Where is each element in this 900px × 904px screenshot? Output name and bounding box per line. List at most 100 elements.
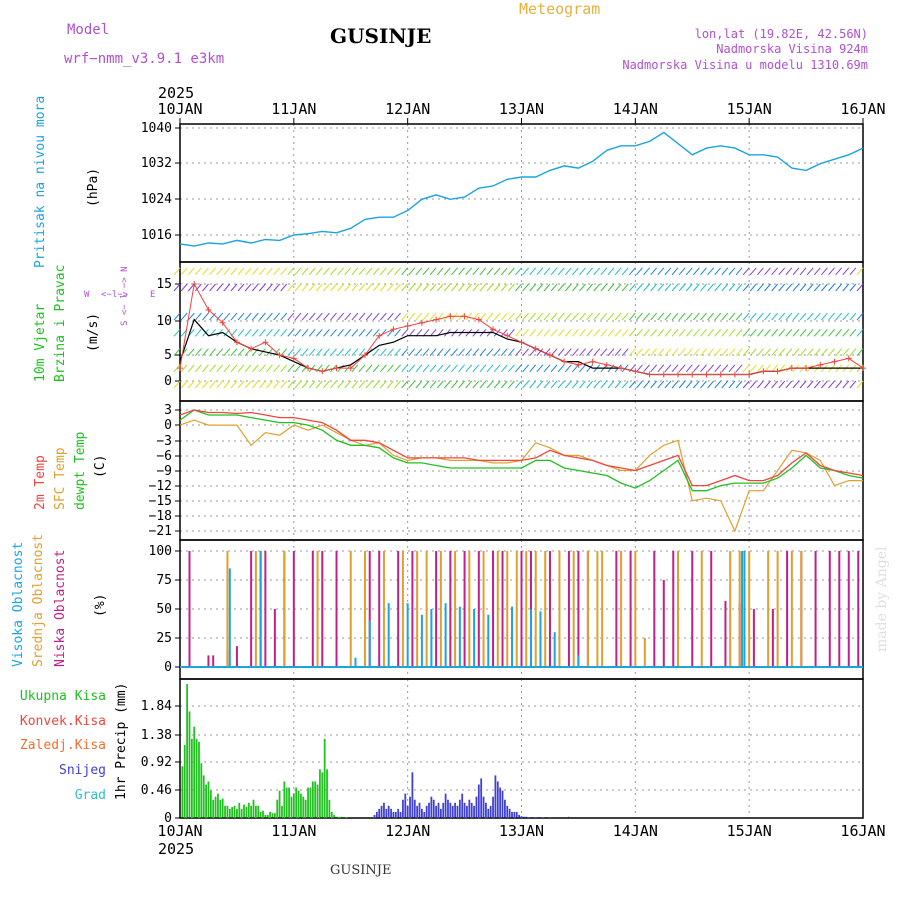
wind-barb [244, 267, 252, 276]
wind-barb [714, 364, 722, 373]
wind-barb [479, 348, 487, 356]
wind-barb [308, 283, 316, 292]
y-tick-label: −15 [149, 494, 172, 509]
wind-barb [671, 312, 679, 321]
precip-snow-bar [518, 814, 521, 818]
wind-barb [493, 328, 501, 337]
wind-barb [408, 267, 416, 276]
wind-barb [187, 348, 195, 356]
wind-barb [187, 364, 195, 373]
wind-barb [358, 312, 366, 321]
wind-barb [422, 348, 430, 356]
precip-total-bar [302, 796, 305, 818]
footer-location: GUSINJE [330, 863, 391, 878]
wind-barb [379, 283, 387, 292]
y-tick-label: 0 [164, 374, 172, 389]
wind-barb [451, 267, 458, 276]
wind-barb [771, 267, 779, 276]
wind-barb [493, 348, 501, 356]
wind-barb [600, 380, 608, 389]
wind-legend-ns: S <− l −> N [120, 266, 130, 326]
wind-barb [266, 328, 273, 337]
wind-barb [678, 348, 686, 356]
precip-total-bar [323, 738, 326, 818]
wind-barb [287, 380, 295, 389]
wind-barb [543, 364, 551, 373]
y-tick-label: 0.92 [141, 755, 172, 770]
wind-barb [685, 328, 693, 337]
wind-barb [778, 380, 786, 389]
wind-barb [223, 312, 231, 321]
precip-snow-bar [430, 796, 433, 818]
wind-barb [515, 312, 522, 321]
precip-unit: 1hr Precip (mm) [114, 683, 129, 800]
wind-barb [550, 312, 558, 321]
wind-barb [500, 380, 508, 389]
wind-barb [607, 312, 615, 321]
wind-barb [842, 348, 850, 356]
wind-barb [749, 283, 757, 292]
wind-barb [607, 328, 615, 337]
wind-barb [742, 364, 750, 373]
wind-barb [522, 312, 529, 321]
precip-snow-bar [423, 811, 426, 818]
precip-snow-bar [520, 816, 523, 818]
cloud-title-high: Visoka Oblacnost [11, 542, 26, 667]
wind-barb [266, 348, 273, 356]
wind-barb [244, 283, 252, 292]
wind-speed-marker [561, 358, 568, 365]
precip-snow-bar [515, 811, 518, 818]
wind-barb [500, 312, 508, 321]
wind-barb [849, 328, 857, 337]
wind-barb [187, 267, 195, 276]
wind-barb [678, 283, 686, 292]
wind-barb [330, 267, 337, 276]
wind-barb [806, 348, 814, 356]
wind-barb [636, 328, 643, 337]
wind-barb [479, 283, 487, 292]
wind-barb [323, 348, 330, 356]
y-tick-label: 0 [164, 418, 172, 433]
wind-barb [821, 328, 828, 337]
wind-barb [707, 312, 714, 321]
wind-barb [785, 328, 793, 337]
wind-barb [422, 283, 430, 292]
wind-barb [586, 328, 594, 337]
wind-barb [586, 364, 594, 373]
wind-barb [280, 328, 288, 337]
precip-total-bar [281, 805, 283, 818]
wind-barb [700, 364, 707, 373]
wind-barb [600, 267, 608, 276]
wind-barb [315, 312, 323, 321]
wind-barb [792, 312, 800, 321]
wind-barb [785, 283, 793, 292]
wind-barb [358, 328, 366, 337]
wind-barb [557, 267, 565, 276]
wind-barb [757, 283, 764, 292]
wind-barb [650, 364, 658, 373]
precip-snow-bar [549, 817, 551, 818]
wind-barb [835, 267, 843, 276]
precip-snow-bar [402, 799, 404, 818]
y-tick-label: −9 [156, 464, 172, 479]
wind-barb [593, 312, 601, 321]
wind-barb [401, 267, 409, 276]
wind-barb [650, 312, 658, 321]
precip-total-bar [205, 784, 207, 818]
year-bottom: 2025 [158, 840, 194, 858]
wind-barb [664, 348, 672, 356]
wind-barb [842, 328, 850, 337]
wind-barb [251, 312, 259, 321]
wind-barb [515, 267, 522, 276]
wind-barb [792, 328, 800, 337]
wind-speed-marker [191, 281, 198, 287]
time-tick-bottom: 13JAN [499, 822, 544, 840]
precip-snow-bar [385, 808, 388, 818]
wind-barb [443, 267, 451, 276]
precip-total-bar [304, 799, 307, 818]
wind-barb [244, 364, 252, 373]
wind-barb [628, 267, 636, 276]
wind-barb [614, 312, 622, 321]
precip-snow-bar [425, 805, 428, 818]
wind-barb [636, 348, 643, 356]
